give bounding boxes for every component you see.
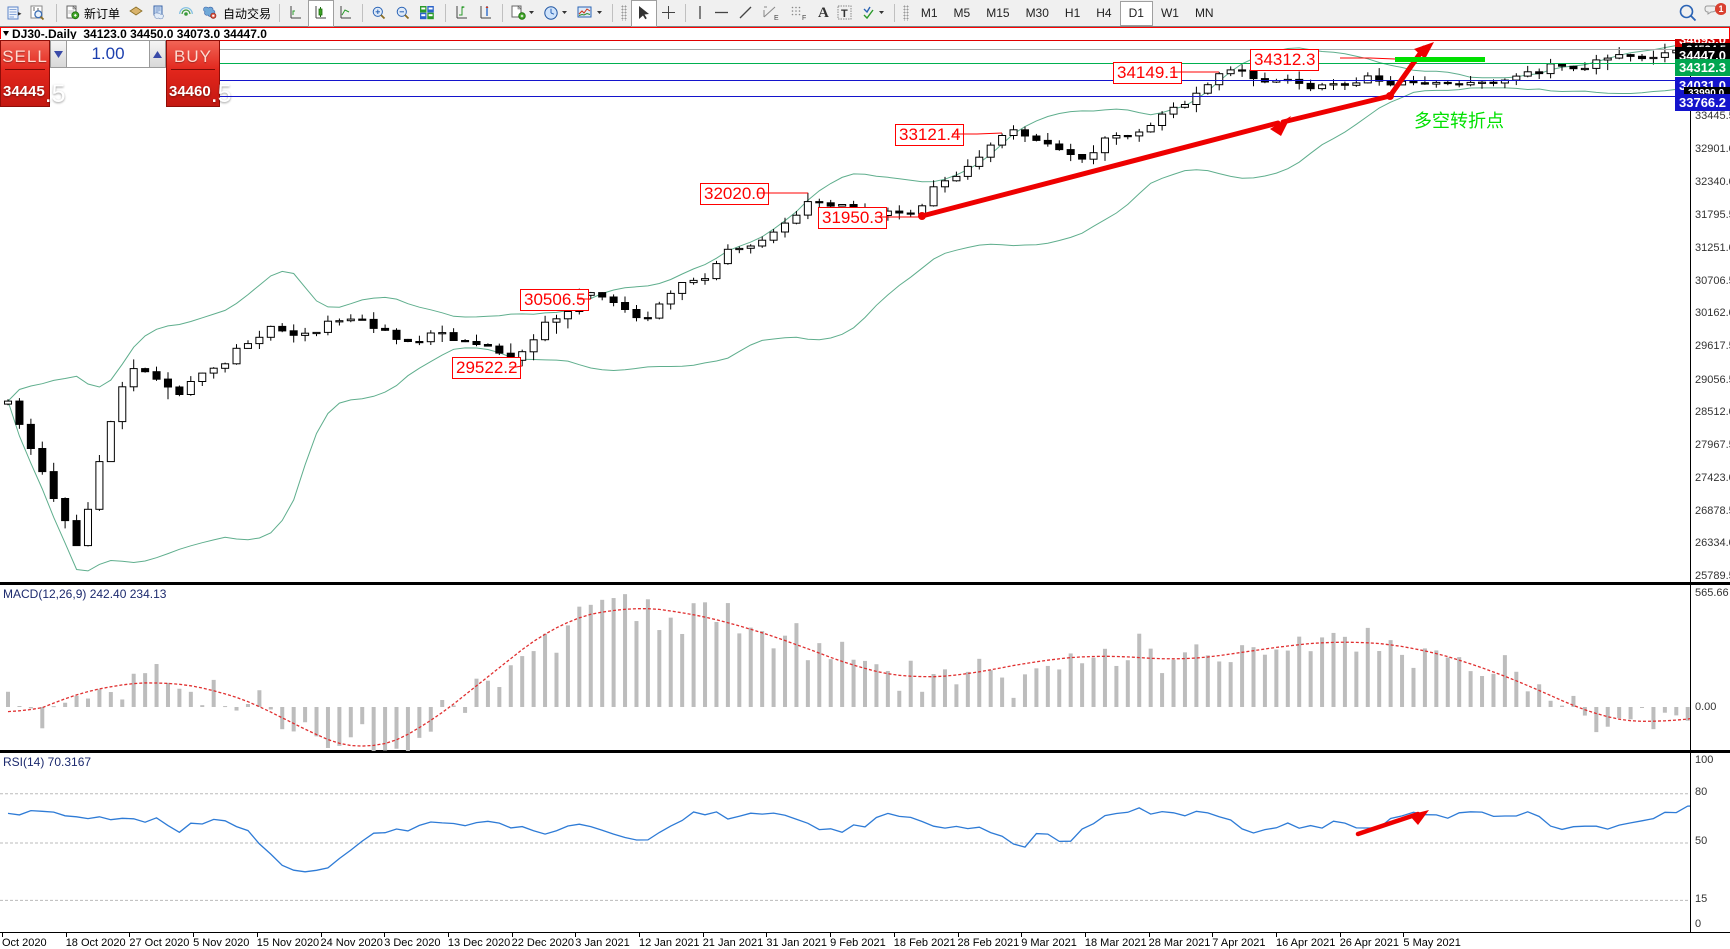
svg-text:1: 1 (1718, 4, 1723, 14)
svg-text:F: F (802, 15, 806, 21)
svg-text:T: T (841, 8, 848, 20)
svg-text:E: E (774, 15, 779, 21)
